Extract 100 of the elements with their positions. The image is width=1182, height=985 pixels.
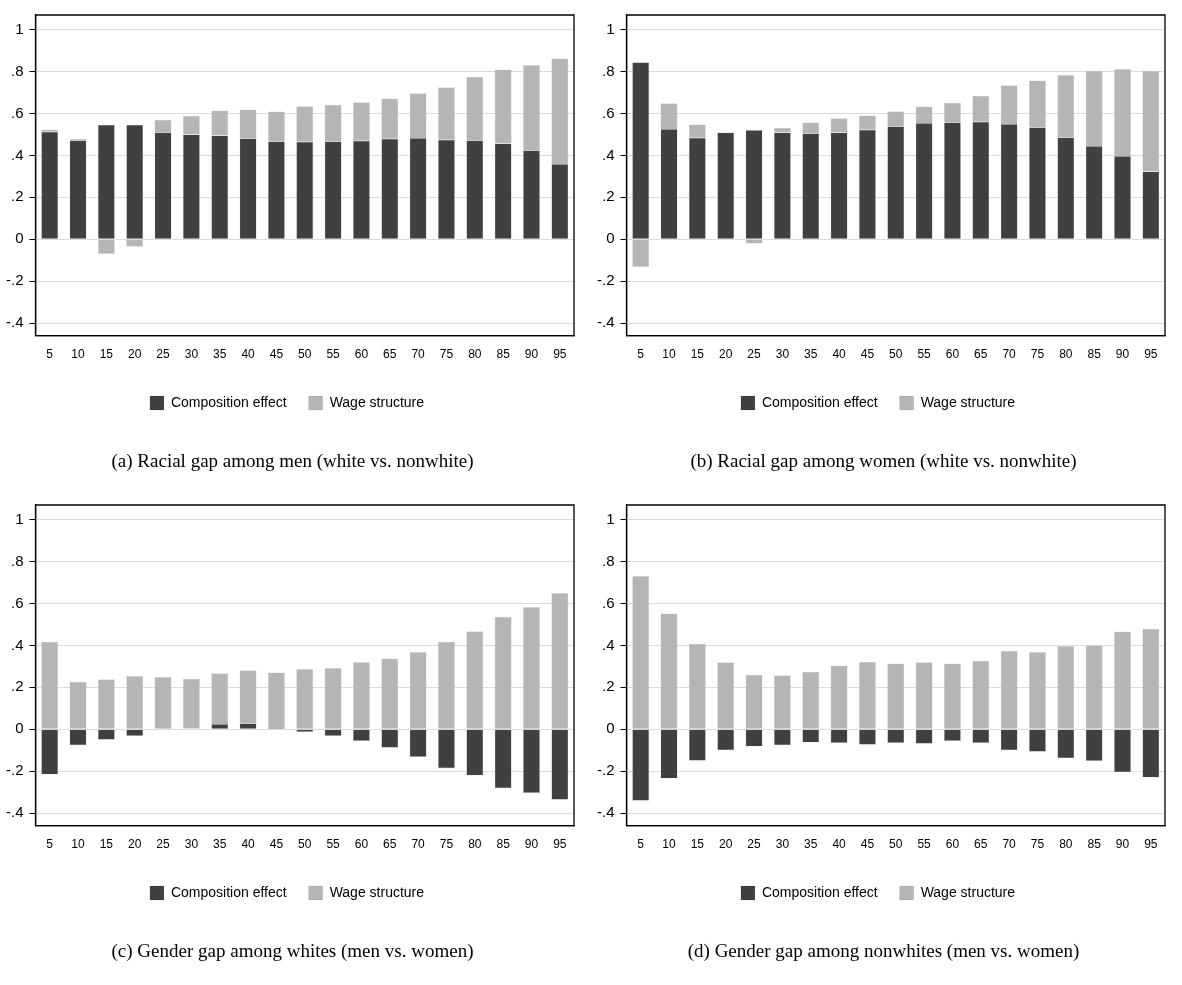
- x-tick-label: 95: [553, 837, 567, 852]
- y-tick-label: -.4: [5, 313, 24, 331]
- x-tick-label: 50: [889, 347, 903, 362]
- x-tick-label: 65: [974, 347, 988, 362]
- x-tick-label: 20: [128, 837, 142, 852]
- y-tick-label: .2: [601, 187, 615, 205]
- text: (a) Racial gap among men (white vs. nonwhite): [110, 450, 475, 472]
- x-tick-label: 60: [945, 347, 960, 362]
- x-tick-label: 45: [269, 347, 284, 362]
- x-tick-label: 65: [974, 837, 988, 852]
- y-tick-label: 1: [15, 19, 24, 37]
- x-tick-label: 25: [747, 837, 762, 852]
- x-tick-label: 40: [832, 347, 847, 362]
- x-tick-label: 20: [719, 347, 733, 362]
- x-tick-label: 75: [439, 347, 454, 362]
- x-tick-label: 60: [354, 837, 369, 852]
- y-tick-label: -.4: [596, 313, 615, 331]
- y-tick-label: 1: [606, 509, 615, 527]
- x-tick-label: 65: [383, 347, 397, 362]
- y-tick-label: .4: [10, 635, 24, 653]
- x-tick-label: 10: [71, 837, 86, 852]
- y-tick-label: .6: [10, 103, 24, 121]
- x-tick-label: 30: [184, 347, 199, 362]
- y-tick-label: -.2: [596, 271, 615, 289]
- x-tick-label: 85: [496, 347, 511, 362]
- x-tick-label: 10: [71, 347, 86, 362]
- y-tick-label: .4: [601, 145, 615, 163]
- y-tick-label: .8: [601, 61, 615, 79]
- x-tick-label: 55: [917, 837, 932, 852]
- y-tick-label: .2: [601, 677, 615, 695]
- legend-label: Wage structure: [920, 393, 1016, 410]
- y-tick-label: -.2: [596, 761, 615, 779]
- x-tick-label: 40: [832, 837, 847, 852]
- x-tick-label: 40: [241, 837, 256, 852]
- text: (d) Gender gap among nonwhites (men vs. women): [686, 940, 1081, 962]
- x-tick-label: 75: [1030, 347, 1045, 362]
- x-tick-label: 80: [468, 347, 482, 362]
- x-tick-label: 35: [213, 347, 227, 362]
- x-tick-label: 80: [1059, 347, 1073, 362]
- x-tick-label: 10: [662, 347, 677, 362]
- x-tick-label: 90: [524, 347, 539, 362]
- x-tick-label: 10: [662, 837, 677, 852]
- x-tick-label: 35: [804, 347, 818, 362]
- y-tick-label: -.2: [5, 761, 24, 779]
- y-tick-label: -.4: [596, 803, 615, 821]
- text: (b) Racial gap among women (white vs. nonwhite): [689, 450, 1078, 472]
- legend-label: Wage structure: [329, 393, 425, 410]
- x-tick-label: 45: [860, 837, 875, 852]
- y-tick-label: -.2: [5, 271, 24, 289]
- x-tick-label: 30: [775, 347, 790, 362]
- y-tick-label: 0: [606, 719, 615, 737]
- x-tick-label: 95: [553, 347, 567, 362]
- x-tick-label: 80: [1059, 837, 1073, 852]
- y-tick-label: .8: [10, 551, 24, 569]
- y-tick-label: .6: [601, 593, 615, 611]
- legend-label: Composition effect: [761, 883, 878, 900]
- x-tick-label: 60: [945, 837, 960, 852]
- legend-label: Composition effect: [170, 883, 287, 900]
- x-tick-label: 5: [637, 837, 645, 852]
- legend-label: Wage structure: [329, 883, 425, 900]
- y-tick-label: .6: [10, 593, 24, 611]
- y-tick-label: .8: [10, 61, 24, 79]
- x-tick-label: 85: [1087, 347, 1102, 362]
- x-tick-label: 30: [775, 837, 790, 852]
- x-tick-label: 35: [804, 837, 818, 852]
- x-tick-label: 85: [1087, 837, 1102, 852]
- x-tick-label: 90: [524, 837, 539, 852]
- x-tick-label: 35: [213, 837, 227, 852]
- x-tick-label: 70: [1002, 837, 1017, 852]
- y-tick-label: 1: [15, 509, 24, 527]
- x-tick-label: 20: [128, 347, 142, 362]
- text: (c) Gender gap among whites (men vs. women): [110, 940, 475, 962]
- x-tick-label: 70: [1002, 347, 1017, 362]
- x-tick-label: 75: [439, 837, 454, 852]
- y-tick-label: .8: [601, 551, 615, 569]
- x-tick-label: 20: [719, 837, 733, 852]
- x-tick-label: 50: [889, 837, 903, 852]
- y-tick-label: .4: [601, 635, 615, 653]
- x-tick-label: 65: [383, 837, 397, 852]
- x-tick-label: 15: [690, 837, 705, 852]
- x-tick-label: 15: [99, 347, 114, 362]
- legend-label: Wage structure: [920, 883, 1016, 900]
- x-tick-label: 90: [1115, 347, 1130, 362]
- x-tick-label: 25: [156, 837, 171, 852]
- x-tick-label: 95: [1144, 837, 1158, 852]
- x-tick-label: 70: [411, 347, 426, 362]
- x-tick-label: 45: [269, 837, 284, 852]
- x-tick-label: 60: [354, 347, 369, 362]
- x-tick-label: 5: [46, 837, 54, 852]
- x-tick-label: 85: [496, 837, 511, 852]
- x-tick-label: 40: [241, 347, 256, 362]
- x-tick-label: 50: [298, 347, 312, 362]
- legend-label: Composition effect: [170, 393, 287, 410]
- x-tick-label: 55: [917, 347, 932, 362]
- x-tick-label: 30: [184, 837, 199, 852]
- x-tick-label: 55: [326, 347, 341, 362]
- x-tick-label: 25: [156, 347, 171, 362]
- y-tick-label: .2: [10, 187, 24, 205]
- x-tick-label: 80: [468, 837, 482, 852]
- x-tick-label: 75: [1030, 837, 1045, 852]
